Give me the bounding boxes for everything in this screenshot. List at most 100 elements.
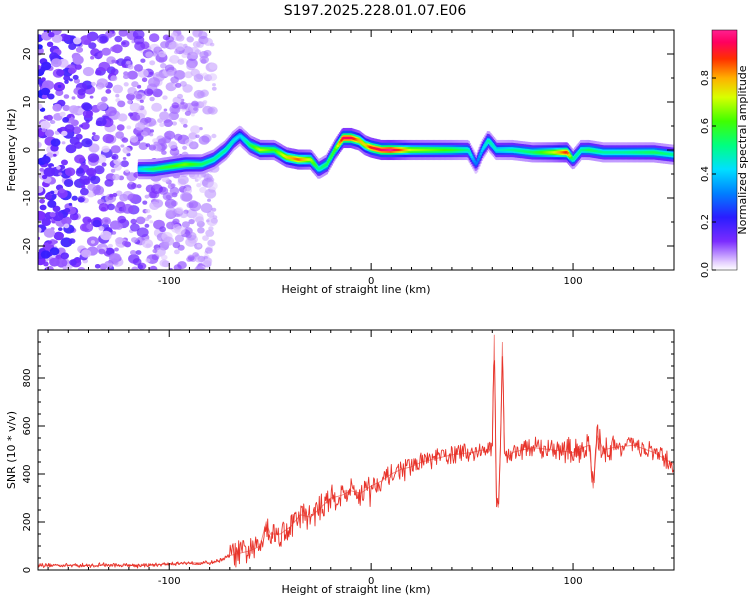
- noise-blob: [101, 96, 108, 102]
- noise-blob: [46, 41, 54, 47]
- noise-blob: [92, 219, 102, 228]
- noise-blob: [162, 95, 168, 100]
- noise-blob: [39, 204, 47, 211]
- noise-blob: [169, 186, 180, 195]
- ridge-cell: [479, 152, 482, 156]
- noise-blob: [149, 132, 154, 137]
- noise-blob: [50, 190, 55, 195]
- noise-blob: [117, 100, 126, 108]
- spectrogram-ylabel: Frequency (Hz): [5, 109, 18, 192]
- noise-blob: [130, 218, 137, 225]
- noise-blob: [121, 137, 129, 143]
- noise-blob: [199, 186, 207, 193]
- spectrogram-xtick-label: -100: [158, 276, 181, 287]
- noise-blob: [68, 202, 73, 206]
- ridge-cell: [473, 160, 476, 163]
- noise-blob: [160, 63, 167, 69]
- noise-blob: [182, 84, 193, 93]
- noise-blob: [149, 60, 156, 66]
- noise-blob: [149, 33, 160, 43]
- noise-blob: [208, 226, 214, 231]
- noise-blob: [195, 134, 200, 139]
- noise-blob: [63, 34, 71, 41]
- noise-blob: [136, 216, 146, 225]
- noise-blob: [63, 179, 74, 187]
- noise-blob: [44, 129, 55, 137]
- noise-blob: [53, 231, 64, 241]
- noise-blob: [58, 172, 63, 176]
- snr-ytick-label: 0: [22, 567, 33, 573]
- noise-blob: [81, 138, 93, 148]
- noise-blob: [125, 169, 130, 173]
- ridge-cell: [331, 152, 335, 155]
- noise-blob: [137, 264, 144, 270]
- snr-ytick-label: 200: [22, 512, 33, 531]
- noise-blob: [113, 163, 122, 171]
- noise-blob: [38, 92, 43, 98]
- noise-blob: [88, 143, 100, 153]
- noise-blob: [189, 46, 200, 56]
- noise-blob: [111, 112, 115, 116]
- noise-blob: [41, 77, 46, 82]
- noise-blob: [173, 49, 180, 55]
- noise-blob: [63, 223, 70, 229]
- snr-line-trend: [38, 334, 674, 567]
- noise-blob: [120, 160, 129, 168]
- noise-blob: [115, 93, 120, 98]
- noise-blob: [174, 234, 184, 243]
- noise-blob: [212, 83, 216, 87]
- noise-blob: [131, 237, 138, 243]
- noise-blob: [144, 223, 150, 228]
- noise-blob: [204, 188, 217, 199]
- noise-blob: [159, 259, 169, 267]
- noise-blob: [61, 130, 68, 137]
- colorbar-gradient: [712, 30, 737, 270]
- noise-blob: [111, 153, 119, 160]
- noise-blob: [163, 108, 168, 112]
- noise-blob: [38, 141, 42, 148]
- spectrogram-xtick-label: 100: [564, 276, 583, 287]
- noise-blob: [49, 247, 60, 256]
- spectrogram-ytick-label: 10: [22, 96, 33, 109]
- noise-blob: [97, 52, 103, 58]
- snr-series: [38, 334, 674, 569]
- ridge-cell: [330, 154, 333, 157]
- noise-blob: [135, 250, 142, 255]
- noise-blob: [63, 75, 71, 81]
- noise-blob: [175, 82, 182, 88]
- noise-blob: [104, 260, 114, 269]
- noise-blob: [105, 247, 115, 256]
- noise-blob: [80, 35, 92, 45]
- noise-blob: [101, 217, 112, 225]
- noise-blob: [139, 99, 144, 104]
- noise-blob: [101, 145, 110, 153]
- noise-blob: [88, 42, 97, 49]
- noise-blob: [210, 42, 215, 47]
- noise-blob: [155, 46, 160, 51]
- spectrogram-ytick-label: -20: [22, 238, 33, 254]
- noise-blob: [51, 58, 62, 68]
- noise-blob: [96, 101, 108, 111]
- noise-blob: [112, 173, 121, 181]
- ridge-cell: [467, 149, 470, 152]
- noise-blob: [177, 175, 189, 185]
- noise-blob: [39, 198, 45, 204]
- noise-blob: [131, 81, 139, 88]
- colorbar-ticks: 0.0 0.2 0.4 0.6 0.8: [700, 70, 716, 278]
- ridge-cell: [468, 151, 472, 155]
- noise-blob: [114, 247, 119, 252]
- noise-blob: [171, 102, 179, 109]
- ridge-cell: [481, 147, 485, 150]
- noise-blob: [206, 216, 218, 227]
- noise-blob: [209, 62, 218, 70]
- noise-blob: [57, 128, 62, 133]
- noise-blob: [199, 55, 209, 64]
- ridge-cell: [326, 160, 330, 164]
- noise-blob: [138, 142, 148, 151]
- noise-blob: [128, 181, 133, 185]
- noise-blob: [110, 46, 117, 52]
- noise-blob: [127, 193, 138, 202]
- noise-blob: [85, 110, 93, 116]
- ridge-cell: [327, 158, 331, 162]
- noise-blob: [123, 82, 129, 87]
